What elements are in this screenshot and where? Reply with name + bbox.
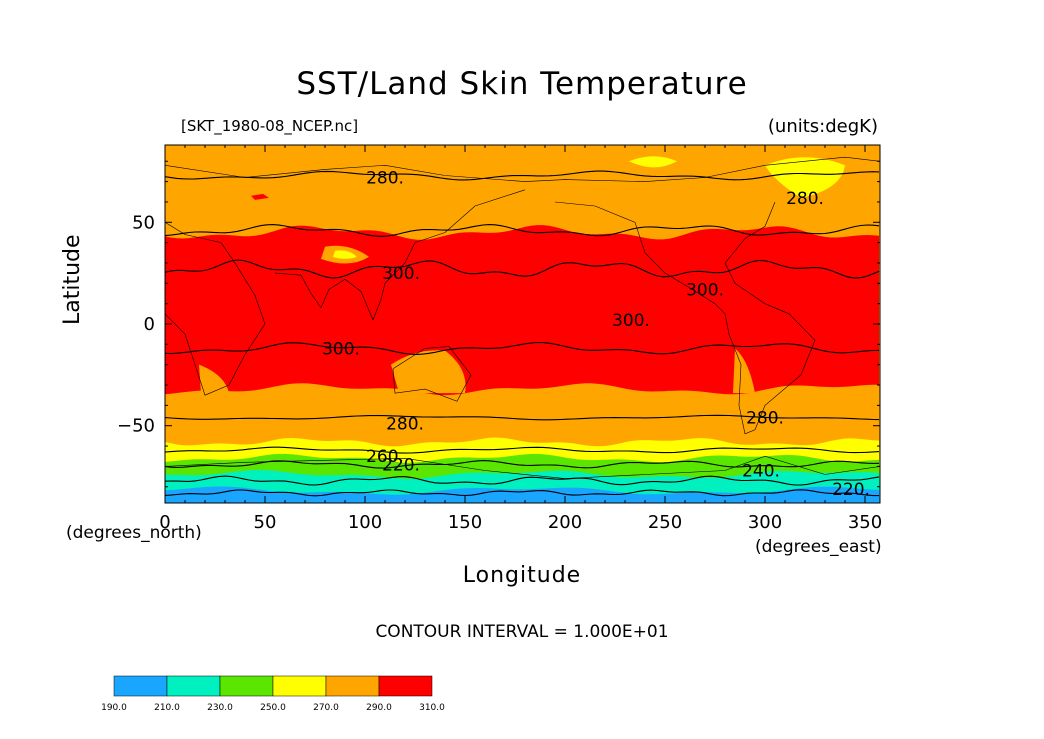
coastline-0 [165, 222, 266, 396]
contour-label: 300. [382, 264, 420, 284]
contour-label: 300. [612, 311, 650, 331]
colorbar-label: 190.0 [101, 703, 127, 713]
contour-line [165, 259, 880, 279]
colorbar-label: 250.0 [260, 703, 286, 713]
x-tick-label: 100 [348, 512, 382, 533]
contour-label: 220. [832, 480, 870, 500]
x-axis-label: Longitude [462, 563, 582, 588]
contour-label: 260. [366, 447, 404, 467]
south-africa-cool-patch [199, 364, 229, 394]
x-tick-label: 300 [748, 512, 782, 533]
x-tick-label: 250 [648, 512, 682, 533]
contour-label: 280. [786, 189, 824, 209]
contour-line [165, 489, 879, 497]
chart-title: SST/Land Skin Temperature [296, 66, 748, 102]
coastline-4 [165, 156, 880, 182]
geographic-features-layer [165, 156, 880, 479]
contour-line [165, 341, 880, 355]
colorbar-swatch [378, 675, 433, 697]
band-290-310 [165, 225, 879, 396]
contour-label: 220. [382, 455, 420, 475]
warm-spot-north [251, 193, 269, 200]
y-tick-label: −50 [117, 416, 155, 437]
y-axis-unit: (degrees_north) [66, 523, 202, 543]
x-axis-unit: (degrees_east) [755, 537, 882, 557]
y-tick-label: 0 [144, 314, 155, 335]
x-tick-label: 150 [448, 512, 482, 533]
colorbar-swatch [219, 675, 274, 697]
dataset-filename: [SKT_1980-08_NCEP.nc] [181, 117, 359, 135]
contour-line [165, 414, 880, 421]
contour-label: 300. [686, 280, 724, 300]
y-tick-label: 50 [132, 212, 155, 233]
contour-line [165, 446, 880, 454]
contour-labels-layer: 280.280.300.300.300.300.280. 280.260.220.… [322, 169, 870, 500]
colorbar-legend: 190.0 210.0 230.0 250.0 270.0 290.0 310.0 [101, 675, 445, 713]
contour-interval-note: CONTOUR INTERVAL = 1.000E+01 [375, 622, 669, 642]
colorbar-swatch [113, 675, 168, 697]
temperature-field-layer [165, 145, 880, 503]
colorbar-label: 270.0 [313, 703, 339, 713]
band-190-210 [165, 486, 880, 503]
coastline-1 [274, 189, 526, 321]
greenland-cold-patch [765, 157, 845, 198]
contour-lines-layer [165, 170, 880, 497]
colorbar-label: 310.0 [419, 703, 445, 713]
x-tick-label: 0 [159, 512, 170, 533]
contour-label: 240. [742, 461, 780, 481]
contour-line [165, 170, 880, 181]
contour-line [165, 460, 880, 469]
contour-line [165, 224, 880, 237]
tibet-peak-patch [333, 250, 357, 259]
andes-cool-patch [733, 348, 755, 394]
contour-line [165, 475, 880, 486]
x-tick-label: 200 [548, 512, 582, 533]
units-label: (units:degK) [767, 116, 878, 137]
x-tick-label: 50 [254, 512, 277, 533]
colorbar-swatch [325, 675, 380, 697]
contour-label: 280. [746, 409, 784, 429]
x-tick-label: 350 [848, 512, 882, 533]
contour-label: 300. [322, 339, 360, 359]
arctic-cold-patch [629, 156, 677, 168]
australia-cool-patch [391, 350, 466, 394]
coastline-2 [392, 346, 472, 402]
colorbar-label: 230.0 [207, 703, 233, 713]
colorbar-label: 290.0 [366, 703, 392, 713]
coastline-3 [554, 201, 816, 435]
contour-label: 280. [366, 169, 404, 189]
contour-label: 280. [386, 415, 424, 435]
colorbar-swatch [272, 675, 327, 697]
colorbar-label: 210.0 [154, 703, 180, 713]
colorbar-swatch [166, 675, 221, 697]
axes-layer: 0 50 100 150 200 250 300 350 50 0 −50 [117, 144, 882, 533]
